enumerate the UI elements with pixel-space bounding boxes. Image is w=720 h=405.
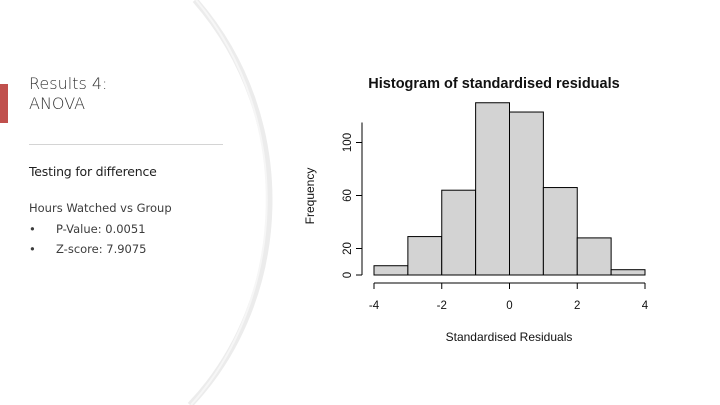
x-axis-label: Standardised Residuals [446,330,573,344]
histogram-bar [542,187,578,276]
histogram-bar [407,236,443,276]
histogram-bar [475,102,510,276]
y-tick-label: 20 [342,242,354,255]
x-tick-label: 2 [574,300,580,312]
x-tick-label: -4 [369,300,380,312]
bullet-icon: • [29,242,36,256]
histogram-bar [441,189,477,276]
y-tick-label: 60 [342,189,354,202]
slide-title-line-2: ANOVA [29,94,86,113]
slide-title: Results 4: ANOVA [29,74,107,114]
list-item: • Z-score: 7.9075 [29,239,172,259]
y-axis: 0 20 60 100 [342,122,363,278]
p-value-text: P-Value: 0.0051 [56,222,146,236]
x-tick-label: -2 [437,300,447,312]
list-item: • P-Value: 0.0051 [29,219,172,239]
y-axis-label: Frequency [303,168,317,225]
section-subtitle: Testing for difference [29,164,157,179]
histogram-bar [509,111,544,276]
body-heading: Hours Watched vs Group [29,201,172,215]
x-tick-label: 4 [642,300,649,312]
slide-title-line-1: Results 4: [29,74,108,93]
title-accent-bar [0,84,8,123]
y-tick-label: 100 [342,133,354,152]
x-axis: -4 -2 0 2 4 [369,282,649,312]
x-tick-label: 0 [506,300,512,312]
histogram-bar [576,237,612,276]
histogram-bar [610,269,646,276]
title-divider [29,144,223,145]
z-score-text: Z-score: 7.9075 [56,242,147,256]
histogram-bar [373,265,409,276]
body-text: Hours Watched vs Group • P-Value: 0.0051… [29,201,172,259]
bullet-icon: • [29,222,36,236]
bars-group [373,102,646,276]
stats-list: • P-Value: 0.0051 • Z-score: 7.9075 [29,219,172,259]
chart-title: Histogram of standardised residuals [368,76,619,92]
y-tick-label: 0 [342,272,354,278]
histogram-svg: Histogram of standardised residuals 0206… [303,76,649,344]
histogram-chart: Histogram of standardised residuals 0 20 6… [296,66,666,356]
